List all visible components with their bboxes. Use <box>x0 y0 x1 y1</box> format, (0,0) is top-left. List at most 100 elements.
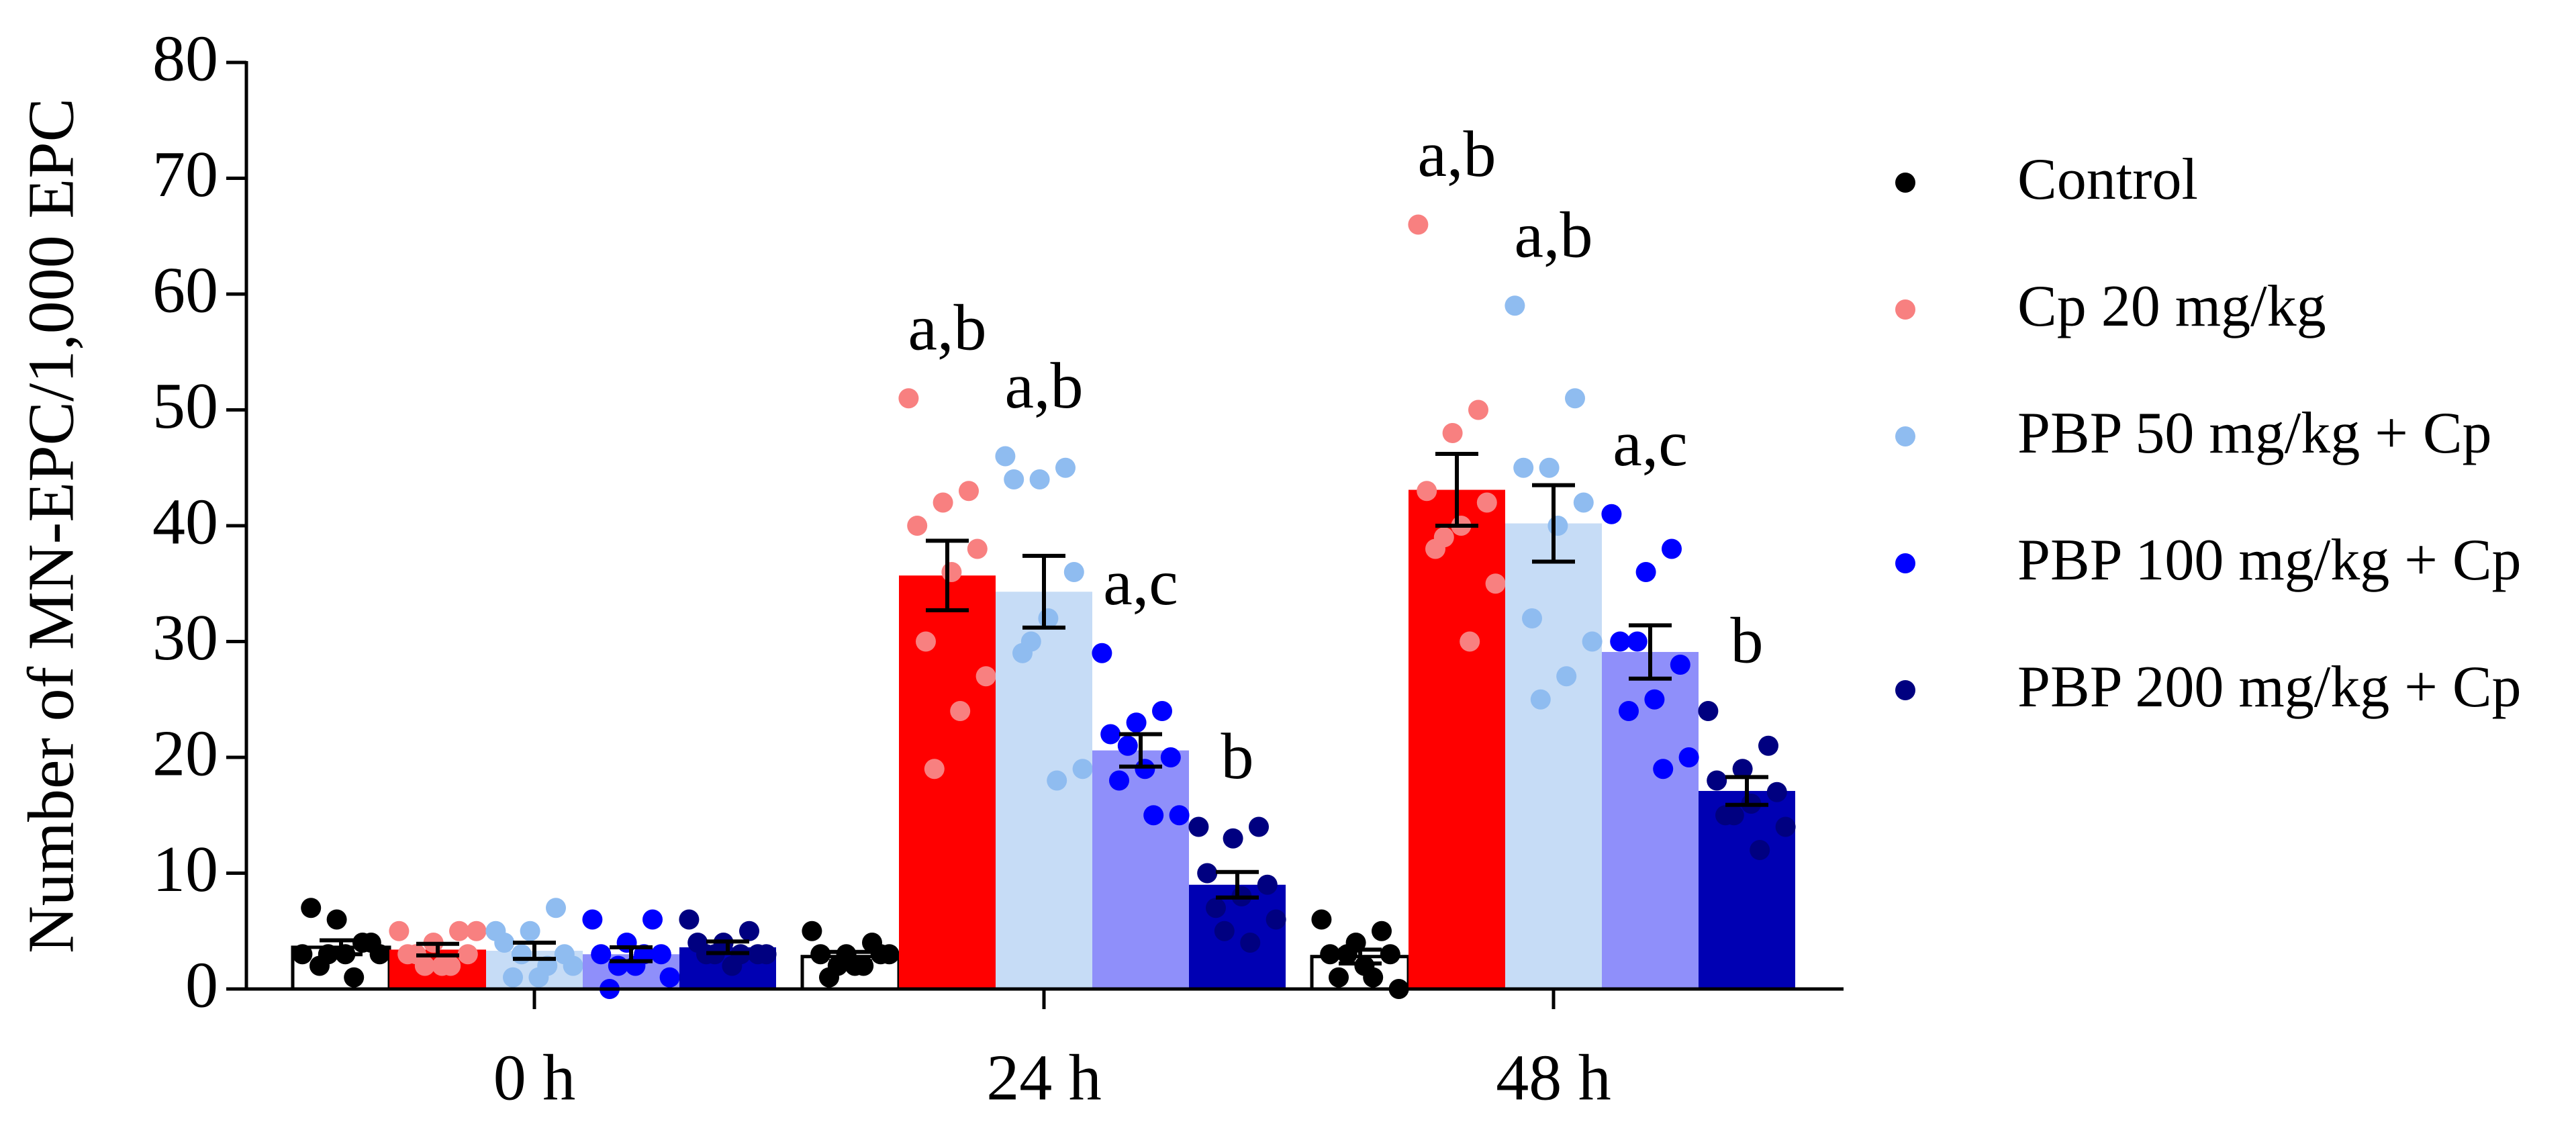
data-point <box>1522 608 1542 628</box>
error-bar <box>1022 553 1065 630</box>
data-point <box>1038 608 1059 628</box>
data-point <box>1610 631 1631 652</box>
data-point <box>503 967 523 988</box>
data-point <box>1311 909 1332 930</box>
data-point <box>1627 631 1648 652</box>
error-bar <box>1725 775 1768 807</box>
data-point <box>546 898 566 918</box>
legend-marker <box>1895 299 1915 320</box>
y-tick-label: 50 <box>152 370 218 442</box>
data-point <box>1678 747 1699 767</box>
significance-label: a,b <box>1005 350 1084 422</box>
data-point <box>853 955 874 976</box>
data-point <box>879 944 900 965</box>
data-point <box>1004 469 1024 489</box>
error-bar <box>1435 452 1478 528</box>
data-point <box>344 967 365 988</box>
data-point <box>827 955 848 976</box>
data-point <box>659 967 680 988</box>
error-bar <box>1532 483 1575 564</box>
data-point <box>616 933 637 953</box>
data-point <box>1505 295 1525 316</box>
legend-label: Cp 20 mg/kg <box>2017 274 2326 339</box>
data-point <box>1117 735 1138 756</box>
data-point <box>1169 805 1190 826</box>
data-point <box>950 701 971 721</box>
data-point <box>1460 631 1480 652</box>
data-point <box>975 666 996 687</box>
data-point <box>924 759 945 780</box>
data-point <box>1320 944 1341 965</box>
data-point <box>1197 863 1218 884</box>
data-point <box>941 562 962 582</box>
error-bar <box>610 945 653 963</box>
data-point <box>608 955 628 976</box>
data-point <box>1214 921 1235 941</box>
x-tick-label: 48 h <box>1496 1041 1611 1114</box>
data-point <box>1143 805 1164 826</box>
legend-label: PBP 100 mg/kg + Cp <box>2017 528 2522 593</box>
data-point <box>449 921 469 941</box>
data-point <box>1547 516 1568 536</box>
data-point <box>563 955 583 976</box>
data-point <box>739 921 759 941</box>
data-point <box>1433 527 1454 548</box>
data-point <box>1408 214 1429 235</box>
data-point <box>1698 701 1719 721</box>
x-tick-label: 24 h <box>986 1041 1102 1114</box>
data-point <box>1662 538 1682 559</box>
data-point <box>1329 967 1349 988</box>
error-bar <box>926 538 969 612</box>
data-point <box>1635 562 1656 582</box>
data-point <box>1417 481 1437 502</box>
data-point <box>1063 562 1084 582</box>
data-point <box>1670 655 1690 675</box>
data-point <box>1775 816 1796 837</box>
data-point <box>810 944 831 965</box>
data-point <box>457 944 478 965</box>
bar <box>1505 523 1602 989</box>
bar <box>1092 750 1189 989</box>
legend-marker <box>1895 173 1915 193</box>
data-point <box>1126 712 1147 733</box>
data-point <box>1582 631 1603 652</box>
data-point <box>1257 874 1278 895</box>
data-point <box>1539 457 1560 478</box>
significance-label: a,b <box>908 292 987 365</box>
data-point <box>1072 759 1093 780</box>
error-bar <box>416 941 459 957</box>
data-point <box>1152 701 1172 721</box>
legend-marker <box>1895 426 1915 446</box>
data-point <box>389 921 410 941</box>
data-point <box>1565 388 1585 409</box>
data-point <box>1707 770 1727 791</box>
data-point <box>511 944 532 965</box>
data-point <box>1758 735 1778 756</box>
data-point <box>1619 701 1639 721</box>
data-point <box>1092 643 1112 663</box>
data-point <box>1160 747 1181 767</box>
error-bar <box>829 949 872 963</box>
bar <box>996 592 1092 989</box>
error-bar <box>513 941 556 961</box>
error-bar <box>1119 732 1162 769</box>
data-point <box>369 944 390 965</box>
data-point <box>1485 573 1506 594</box>
data-point <box>907 516 928 536</box>
data-point <box>1644 689 1665 710</box>
significance-label: a,b <box>1515 199 1593 272</box>
data-point <box>967 538 988 559</box>
significance-label: a,c <box>1103 547 1178 619</box>
data-point <box>933 492 953 513</box>
y-tick-label: 60 <box>152 254 218 326</box>
y-tick-label: 10 <box>152 833 218 906</box>
bar <box>1409 489 1505 989</box>
data-point <box>1766 782 1787 802</box>
data-point <box>959 481 979 502</box>
y-axis-label: Number of MN-EPC/1,000 EPC <box>15 98 87 953</box>
data-point <box>1750 840 1770 860</box>
data-point <box>591 944 612 965</box>
data-point <box>1363 967 1384 988</box>
data-point <box>292 944 313 965</box>
data-point <box>651 944 671 965</box>
